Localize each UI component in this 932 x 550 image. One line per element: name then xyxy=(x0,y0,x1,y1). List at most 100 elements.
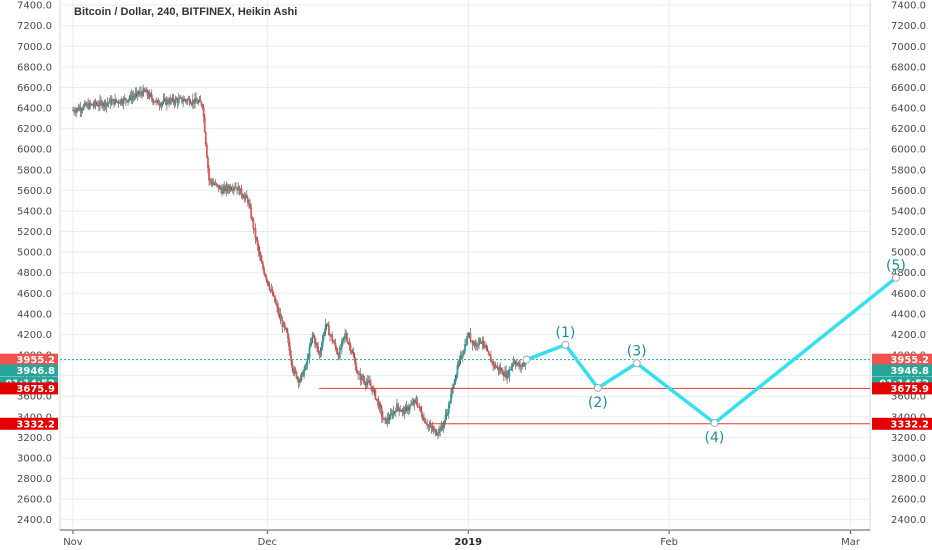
x-axis: Nov Dec 2019 Feb Mar xyxy=(63,530,861,548)
candle-body xyxy=(445,413,448,415)
y-tick-label-left: 3800.0 xyxy=(17,371,52,382)
candle-body xyxy=(92,105,95,107)
candle-body xyxy=(224,186,227,192)
candle-body xyxy=(133,96,136,98)
candle-body xyxy=(477,345,479,347)
candle-body xyxy=(296,378,299,380)
candle-body xyxy=(495,367,498,369)
y-tick-label-right: 3200.0 xyxy=(891,433,926,444)
candle-body xyxy=(316,343,318,347)
x-tick-label: 2019 xyxy=(454,537,482,548)
candle-body xyxy=(294,369,297,373)
y-tick-label-right: 6600.0 xyxy=(891,83,926,94)
wave-point xyxy=(561,340,570,349)
candle-body xyxy=(264,273,267,277)
y-tick-label-left: 6600.0 xyxy=(17,83,52,94)
candle-body xyxy=(236,187,239,191)
candle-body xyxy=(297,378,300,383)
right-price-badge: 3955.2 xyxy=(890,355,929,366)
candle-body xyxy=(207,157,209,169)
candle-body xyxy=(177,98,180,104)
candle-body xyxy=(162,99,165,103)
wave-label: (2) xyxy=(588,395,608,411)
candle-body xyxy=(352,353,355,358)
candle-body xyxy=(373,389,376,391)
candle-body xyxy=(281,320,284,328)
y-tick-label-left: 7000.0 xyxy=(17,42,52,53)
candle-body xyxy=(122,98,125,104)
candle-body xyxy=(251,218,254,220)
candle-body xyxy=(174,98,177,104)
candle-body xyxy=(397,403,399,408)
candle-body xyxy=(450,394,452,404)
x-tick-label: Mar xyxy=(841,537,861,548)
candle-body xyxy=(519,365,521,367)
candle-body xyxy=(467,335,470,337)
candle-body xyxy=(170,98,173,101)
candle-body xyxy=(117,101,120,103)
candle-body xyxy=(106,102,109,104)
candle-body xyxy=(509,369,512,371)
candle-body xyxy=(254,228,257,239)
candle-body xyxy=(510,366,513,370)
candle-body xyxy=(259,255,262,262)
candle-body xyxy=(221,189,223,194)
candle-body xyxy=(441,424,444,428)
candle-body xyxy=(387,417,390,420)
candle-body xyxy=(447,404,450,414)
candle-body xyxy=(118,102,121,104)
y-tick-label-right: 3800.0 xyxy=(891,371,926,382)
candle-body xyxy=(184,99,187,101)
candle-body xyxy=(454,378,457,385)
candle-body xyxy=(429,425,432,427)
candle-body xyxy=(364,383,367,386)
candle-body xyxy=(502,374,505,377)
candle-body xyxy=(438,428,440,434)
candle-body xyxy=(104,101,107,107)
candle-body xyxy=(379,404,382,409)
y-tick-label-right: 4400.0 xyxy=(891,309,926,320)
y-tick-label-left: 4600.0 xyxy=(17,289,52,300)
candle-body xyxy=(204,132,207,145)
candle-body xyxy=(321,340,324,348)
wave-label: (4) xyxy=(705,430,725,446)
candle-body xyxy=(330,334,332,336)
candle-body xyxy=(317,346,320,352)
candle-body xyxy=(338,348,341,359)
candle-body xyxy=(307,357,310,359)
wave-label: (5) xyxy=(886,258,906,274)
y-tick-label-left: 4800.0 xyxy=(17,268,52,279)
y-tick-label-right: 2400.0 xyxy=(891,515,926,526)
candle-body xyxy=(142,88,145,96)
candle-body xyxy=(88,102,91,109)
candle-body xyxy=(365,382,368,386)
candle-body xyxy=(522,362,525,365)
candle-body xyxy=(333,342,336,344)
candle-body xyxy=(205,144,208,158)
candle-body xyxy=(293,369,296,374)
y-tick-label-right: 5200.0 xyxy=(891,227,926,238)
candle-body xyxy=(181,97,183,103)
candle-body xyxy=(274,295,276,302)
candle-body xyxy=(85,102,87,106)
candle-body xyxy=(424,418,426,424)
candle-body xyxy=(144,90,147,93)
candle-body xyxy=(340,341,343,349)
candle-body xyxy=(127,99,129,102)
candle-body xyxy=(412,402,415,405)
candle-body xyxy=(203,116,206,133)
candle-body xyxy=(211,182,214,185)
candle-body xyxy=(382,416,384,420)
candle-body xyxy=(244,194,247,197)
left-price-badge-bg xyxy=(0,353,58,366)
y-tick-label-right: 4600.0 xyxy=(891,289,926,300)
elliott-wave: (1) (2) (3) (4) (5) xyxy=(522,258,906,446)
candle-body xyxy=(492,361,494,366)
candle-body xyxy=(322,333,325,341)
candle-body xyxy=(79,107,82,111)
candle-body xyxy=(480,342,483,344)
candle-body xyxy=(478,337,480,346)
x-tick-label: Nov xyxy=(63,537,83,548)
right-price-badge-bg xyxy=(872,364,932,377)
